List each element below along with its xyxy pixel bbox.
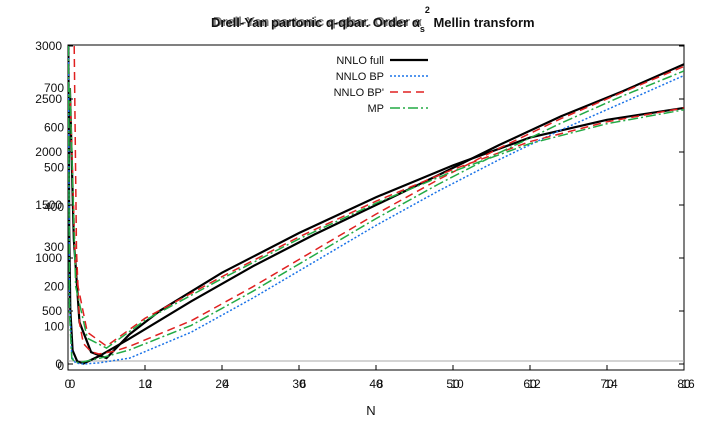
x-tick-label-overlay: 8: [377, 377, 384, 391]
y-tick-label: 1000: [35, 251, 62, 265]
y-tick-label-overlay: 600: [44, 121, 64, 135]
x-tick-label-overlay: 0: [69, 377, 76, 391]
y-tick-label-overlay: 0: [57, 359, 64, 373]
legend-label: MP: [368, 103, 385, 115]
series-line-3: [73, 45, 684, 355]
x-tick-label-overlay: 16: [681, 377, 695, 391]
x-tick-label: 70: [600, 377, 614, 391]
legend-label: NNLO BP: [336, 71, 384, 83]
series-line-6: [69, 87, 684, 349]
series-line-4: [69, 87, 684, 348]
legend: NNLO full NNLO BP NNLO BP' MP: [334, 55, 428, 115]
series-line-1: [68, 87, 684, 360]
chart-title-ghost: Drell-Yan partonic q-qbar. Order α: [213, 14, 422, 29]
x-tick-label-overlay: 14: [604, 377, 618, 391]
axis-ticks: 0 10 20 30 40 50 60 70 80 0 2 4 6 8 10 12 14 16 0 500 1000 15…: [35, 39, 695, 391]
x-tick-label: 20: [215, 377, 229, 391]
y-tick-label: 2500: [35, 92, 62, 106]
x-tick-label-overlay: 6: [300, 377, 307, 391]
y-tick-label-overlay: 700: [44, 81, 64, 95]
x-tick-label: 80: [677, 377, 691, 391]
y-tick-label-overlay: 300: [44, 240, 64, 254]
x-tick-label-overlay: 2: [146, 377, 153, 391]
chart-title: Drell-Yan partonic q-qbar. Order αs2 Mel…: [211, 5, 535, 34]
x-tick-label-overlay: 12: [527, 377, 541, 391]
series-line-0: [68, 45, 684, 365]
x-tick-label: 40: [369, 377, 383, 391]
y-tick-label: 2000: [35, 145, 62, 159]
x-tick-label: 10: [138, 377, 152, 391]
legend-label: NNLO full: [336, 55, 384, 67]
y-tick-label-overlay: 200: [44, 280, 64, 294]
legend-label: NNLO BP': [334, 87, 384, 99]
x-axis-label: N: [366, 403, 375, 418]
y-tick-label: 1500: [35, 198, 62, 212]
series-layer: [68, 45, 684, 365]
x-tick-label-overlay: 10: [450, 377, 464, 391]
x-tick-label: 50: [446, 377, 460, 391]
y-tick-label: 3000: [35, 39, 62, 53]
x-tick-label-overlay: 4: [223, 377, 230, 391]
chart-title-text: Drell-Yan partonic q-qbar. Order αs2 Mel…: [211, 5, 535, 34]
y-tick-label-overlay: 500: [44, 160, 64, 174]
y-tick-label: 500: [42, 304, 62, 318]
y-tick-label-overlay: 100: [44, 319, 64, 333]
y-tick-label: 0: [55, 357, 62, 371]
y-tick-label-overlay: 400: [44, 200, 64, 214]
x-tick-label: 60: [523, 377, 537, 391]
series-line-5: [68, 45, 684, 364]
x-tick-label: 30: [292, 377, 306, 391]
x-tick-label: 0: [65, 377, 72, 391]
